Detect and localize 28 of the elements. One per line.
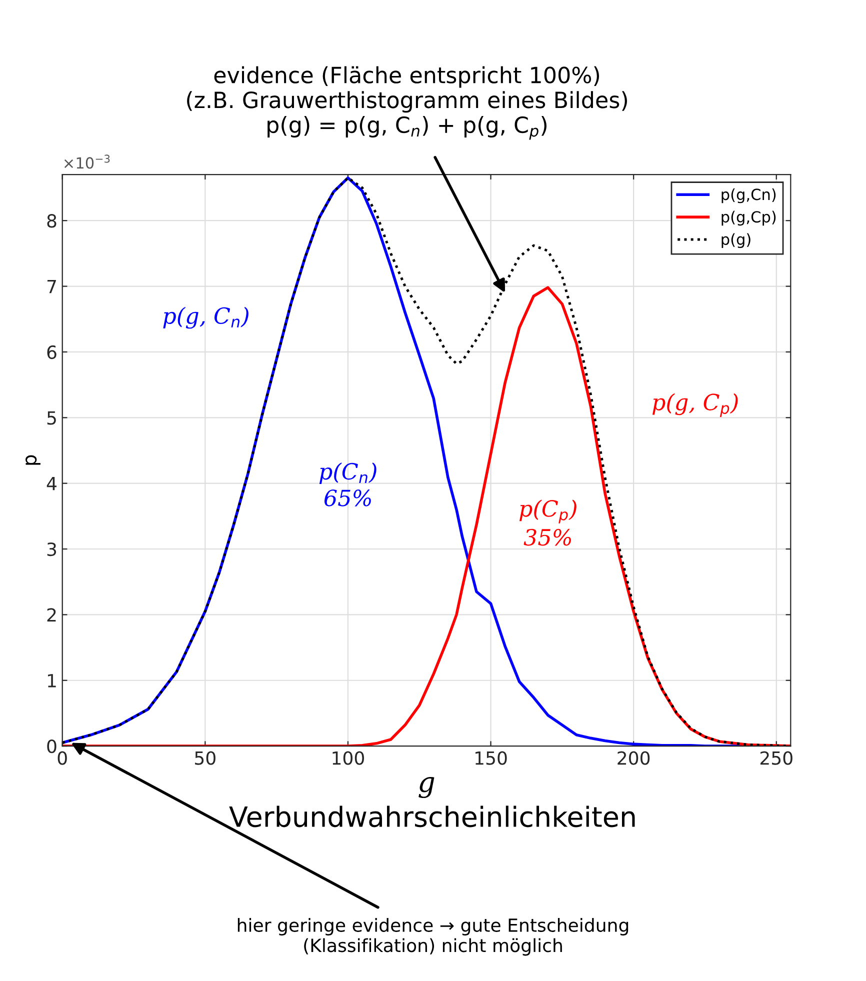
y-tick-label: 5 <box>47 411 56 425</box>
x-tick-label: 250 <box>760 751 792 765</box>
y-tick-label: 0 <box>47 740 56 754</box>
y-tick-label: 4 <box>46 477 56 490</box>
annotation: hier geringe evidence → gute Entscheidung (Klassifikation) nicht möglich <box>238 918 628 956</box>
y-axis-title: p <box>26 455 40 465</box>
legend-label: p(g) <box>722 233 750 248</box>
x-tick-label: 200 <box>618 751 650 765</box>
legend-label: p(g,Cp) <box>722 210 776 226</box>
annotation: p(g, C$_{n}$) <box>163 306 248 329</box>
y-tick-label: 1 <box>48 674 56 688</box>
x-tick-label: 100 <box>332 751 364 765</box>
x-tick-label: 150 <box>476 751 507 765</box>
annotation: p(C$_{n}$) 65% <box>319 462 376 506</box>
x-tick-label: 50 <box>195 751 216 765</box>
annotation: p(C$_{p}$) 35% <box>519 500 576 546</box>
text: Verbundwahrscheinlichkeiten <box>229 806 635 828</box>
y-tick-label: 7 <box>47 280 56 294</box>
y-tick-label: 2 <box>47 608 56 622</box>
x-tick-label: 0 <box>58 751 67 765</box>
y-tick-label: 6 <box>47 345 56 360</box>
annotation: evidence (Fläche entspricht 100%) (z.B. Grauwerthistogramm eines Bildes) p(g) = p(g, C$_{n}$) + p(g, C$_{p}$) <box>187 66 627 140</box>
y-tick-label: 3 <box>47 542 56 556</box>
text: ×10$^{−3}$ <box>64 154 110 169</box>
annotation: p(g, C$_{p}$) <box>652 393 738 418</box>
x-axis-title: g <box>418 777 434 798</box>
y-tick-label: 8 <box>47 214 56 228</box>
legend-label: p(g,Cn) <box>722 188 776 204</box>
